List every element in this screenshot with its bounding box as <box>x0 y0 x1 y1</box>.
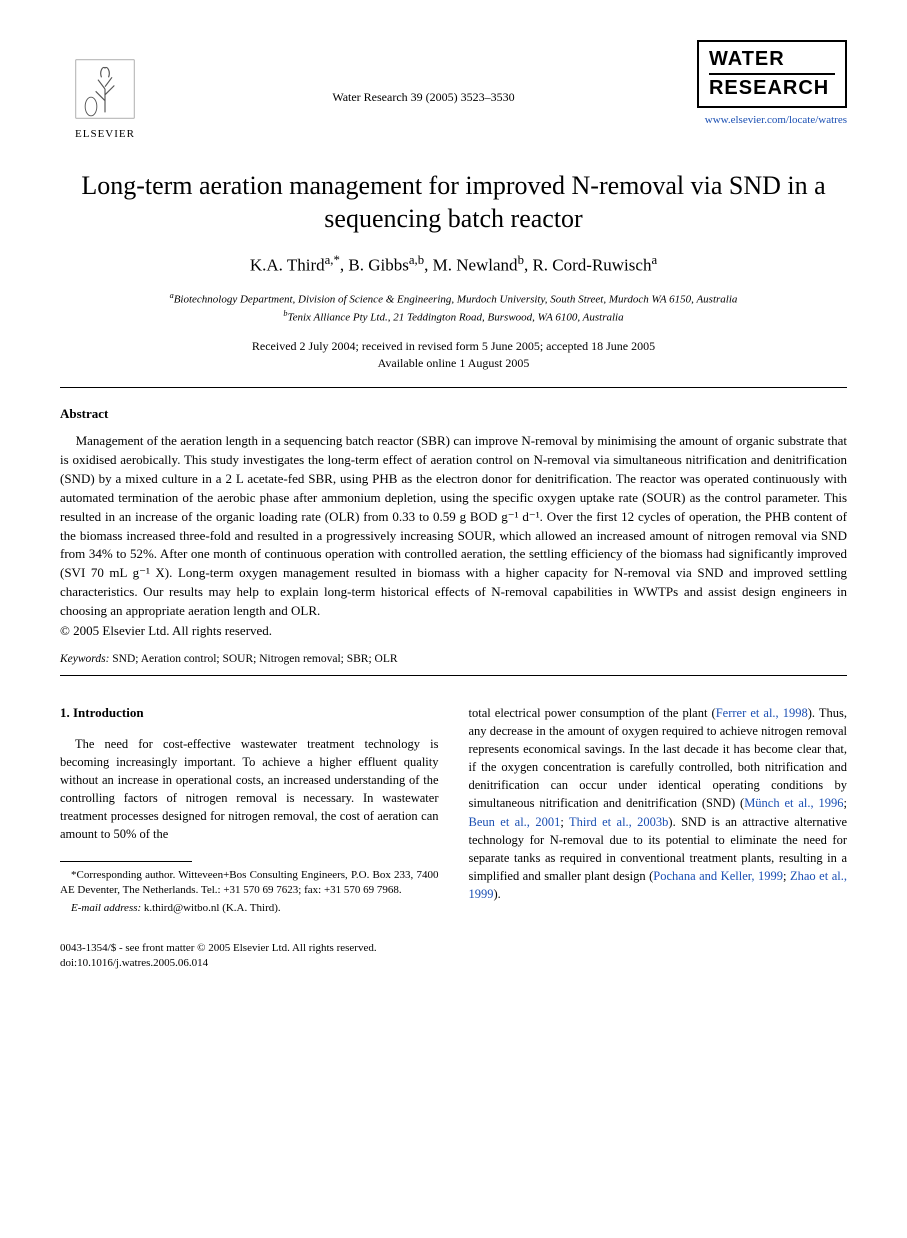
footer-line1: 0043-1354/$ - see front matter © 2005 El… <box>60 941 847 956</box>
article-title: Long-term aeration management for improv… <box>60 170 847 235</box>
cite-pochana-keller-1999[interactable]: Pochana and Keller, 1999 <box>653 869 783 883</box>
corresponding-author-footnote: *Corresponding author. Witteveen+Bos Con… <box>60 868 439 898</box>
email-label: E-mail address: <box>71 902 141 914</box>
authors: K.A. Thirda,*, B. Gibbsa,b, M. Newlandb,… <box>60 253 847 276</box>
rule-bottom <box>60 675 847 676</box>
cite-ferrer-1998[interactable]: Ferrer et al., 1998 <box>716 706 808 720</box>
footer: 0043-1354/$ - see front matter © 2005 El… <box>60 941 847 971</box>
section-1-heading: 1. Introduction <box>60 704 439 723</box>
footnote-separator <box>60 861 192 862</box>
column-left: 1. Introduction The need for cost-effect… <box>60 704 439 917</box>
publisher-name: ELSEVIER <box>75 128 135 140</box>
affiliation-b: bTenix Alliance Pty Ltd., 21 Teddington … <box>60 308 847 326</box>
received-line: Received 2 July 2004; received in revise… <box>60 338 847 355</box>
journal-url[interactable]: www.elsevier.com/locate/watres <box>697 114 847 126</box>
keywords: Keywords: SND; Aeration control; SOUR; N… <box>60 653 847 665</box>
article-dates: Received 2 July 2004; received in revise… <box>60 338 847 372</box>
footer-line2: doi:10.1016/j.watres.2005.06.014 <box>60 956 847 971</box>
journal-logo-line1: WATER <box>709 48 835 71</box>
rule-top <box>60 387 847 388</box>
publisher-logo: ELSEVIER <box>60 40 150 140</box>
email-value: k.third@witbo.nl (K.A. Third). <box>144 902 281 914</box>
intro-para-right: total electrical power consumption of th… <box>469 704 848 903</box>
affiliation-a: aBiotechnology Department, Division of S… <box>60 290 847 308</box>
elsevier-tree-icon <box>70 54 140 124</box>
intro-para-left: The need for cost-effective wastewater t… <box>60 735 439 844</box>
cite-munch-1996[interactable]: Münch et al., 1996 <box>744 796 843 810</box>
body-columns: 1. Introduction The need for cost-effect… <box>60 704 847 917</box>
keywords-value: SND; Aeration control; SOUR; Nitrogen re… <box>112 653 397 665</box>
header-center: Water Research 39 (2005) 3523–3530 <box>332 40 514 105</box>
affiliations: aBiotechnology Department, Division of S… <box>60 290 847 326</box>
abstract-body: Management of the aeration length in a s… <box>60 432 847 620</box>
cite-beun-2001[interactable]: Beun et al., 2001 <box>469 815 561 829</box>
cite-third-2003b[interactable]: Third et al., 2003b <box>569 815 668 829</box>
email-footnote: E-mail address: k.third@witbo.nl (K.A. T… <box>60 901 439 917</box>
journal-logo-line2: RESEARCH <box>709 73 835 100</box>
keywords-label: Keywords: <box>60 653 109 665</box>
page-header: ELSEVIER Water Research 39 (2005) 3523–3… <box>60 40 847 140</box>
journal-reference: Water Research 39 (2005) 3523–3530 <box>332 90 514 105</box>
abstract-heading: Abstract <box>60 406 847 422</box>
journal-logo: WATER RESEARCH <box>697 40 847 108</box>
header-right: WATER RESEARCH www.elsevier.com/locate/w… <box>697 40 847 126</box>
online-line: Available online 1 August 2005 <box>60 355 847 372</box>
column-right: total electrical power consumption of th… <box>469 704 848 917</box>
abstract-copyright: © 2005 Elsevier Ltd. All rights reserved… <box>60 623 847 639</box>
